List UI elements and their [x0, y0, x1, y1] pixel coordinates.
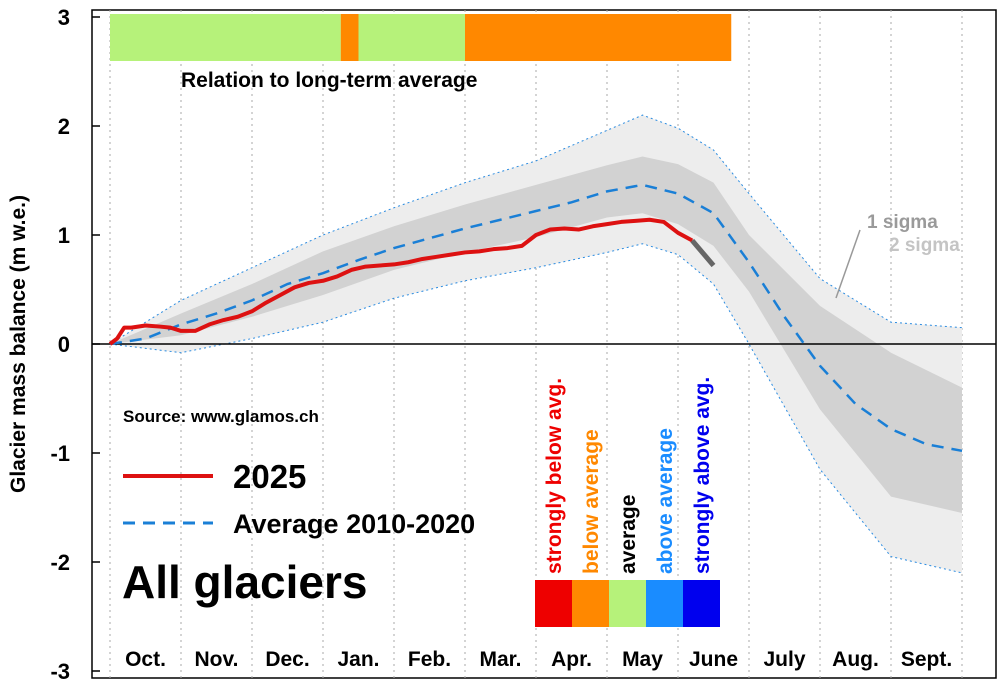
legend-label-2025: 2025: [233, 458, 306, 495]
forecast-segment: [690, 238, 716, 268]
sigma1-band: [110, 156, 962, 513]
relation-bar-segment: [110, 14, 341, 61]
series-lines: [108, 183, 963, 453]
y-tick-label: 0: [58, 332, 70, 357]
month-label: June: [689, 648, 738, 671]
month-label: Aug.: [832, 648, 879, 671]
relation-bar-segment: [340, 14, 359, 61]
relation-bar-segment: [358, 14, 465, 61]
month-label: May: [622, 648, 663, 671]
month-label: Feb.: [408, 648, 451, 671]
relation-bar: [110, 14, 732, 61]
category-label: below average: [580, 429, 603, 574]
y-tick-label: 1: [58, 223, 70, 248]
category-swatch: [683, 580, 720, 627]
category-swatch: [646, 580, 683, 627]
category-label: strongly below avg.: [543, 378, 566, 574]
month-label: Mar.: [479, 648, 521, 671]
category-legend: strongly below avg. below average average a…: [535, 377, 720, 627]
month-label: Sept.: [901, 648, 952, 671]
sigma1-label: 1 sigma: [867, 212, 938, 233]
y-tick-label: -1: [50, 441, 70, 466]
sigma2-upper-edge: [109, 114, 963, 345]
y-axis-ticks: 3 2 1 0 -1 -2 -3: [50, 5, 100, 684]
month-label: Oct.: [125, 648, 166, 671]
y-tick-label: -3: [50, 659, 70, 684]
month-label: Nov.: [195, 648, 239, 671]
category-swatch: [609, 580, 646, 627]
month-label: July: [763, 648, 805, 671]
sigma-bands: [109, 114, 963, 574]
chart-title: All glaciers: [122, 556, 367, 608]
y-tick-label: 2: [58, 114, 70, 139]
y-tick-label: 3: [58, 5, 70, 30]
sigma2-band: [110, 115, 962, 573]
category-label: average: [617, 495, 640, 574]
category-swatch: [535, 580, 572, 627]
legend-label-average: Average 2010-2020: [233, 509, 475, 539]
category-label: above average: [654, 428, 677, 574]
relation-bar-segment: [465, 14, 732, 61]
month-label: Dec.: [265, 648, 309, 671]
month-label: Apr.: [551, 648, 592, 671]
y-axis-label: Glacier mass balance (m w.e.): [7, 195, 30, 493]
relation-bar-label: Relation to long-term average: [181, 69, 477, 92]
category-label: strongly above avg.: [691, 377, 714, 574]
series-line-2025: [108, 217, 694, 346]
sigma-pointer-line: [835, 229, 861, 299]
series-line-average: [109, 183, 963, 453]
category-swatch: [572, 580, 609, 627]
x-axis-month-labels: Oct. Nov. Dec. Jan. Feb. Mar. Apr. May June July A…: [125, 648, 952, 671]
sigma2-label: 2 sigma: [889, 235, 960, 256]
sigma2-lower-edge: [109, 243, 963, 574]
source-text: Source: www.glamos.ch: [123, 407, 319, 426]
month-label: Jan.: [337, 648, 379, 671]
y-tick-label: -2: [50, 550, 70, 575]
